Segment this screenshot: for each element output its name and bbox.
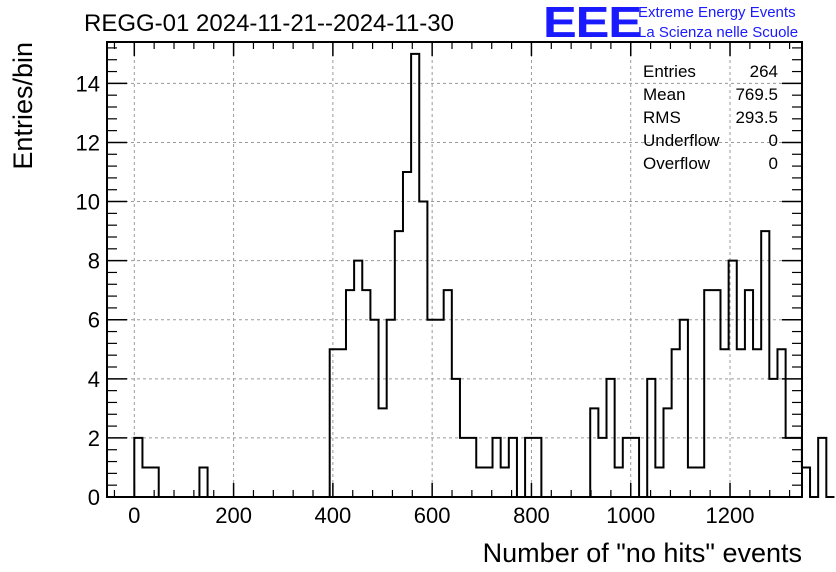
stats-value: 769.5 xyxy=(735,85,778,104)
logo-subtitle-1: Extreme Energy Events xyxy=(638,4,796,21)
stats-value: 0 xyxy=(769,154,778,173)
stats-label: Underflow xyxy=(643,131,720,150)
y-tick-label: 2 xyxy=(88,426,100,451)
x-axis-label: Number of "no hits" events xyxy=(483,538,802,568)
y-tick-label: 12 xyxy=(76,130,100,155)
y-tick-label: 0 xyxy=(88,485,100,510)
stats-label: Mean xyxy=(643,85,686,104)
x-tick-label: 600 xyxy=(414,503,451,528)
stats-value: 293.5 xyxy=(735,108,778,127)
x-tick-label: 200 xyxy=(215,503,252,528)
plot-frame xyxy=(106,41,803,498)
y-tick-label: 8 xyxy=(88,249,100,274)
histogram-outline xyxy=(133,52,835,498)
y-tick-label: 6 xyxy=(88,308,100,333)
x-tick-label: 1000 xyxy=(606,503,655,528)
y-tick-label: 10 xyxy=(76,190,100,215)
y-tick-label: 14 xyxy=(76,71,100,96)
chart-title: REGG-01 2024-11-21--2024-11-30 xyxy=(84,10,454,37)
y-axis-label: Entries/bin xyxy=(8,42,38,170)
stats-label: Overflow xyxy=(643,154,711,173)
stats-value: 0 xyxy=(769,131,778,150)
x-tick-label: 800 xyxy=(513,503,550,528)
eee-logo: EEE xyxy=(543,0,642,47)
stats-label: Entries xyxy=(643,62,696,81)
x-tick-label: 0 xyxy=(128,503,140,528)
x-tick-label: 400 xyxy=(315,503,352,528)
stats-value: 264 xyxy=(750,62,778,81)
y-tick-label: 4 xyxy=(88,367,100,392)
logo-subtitle-2: La Scienza nelle Scuole xyxy=(638,24,799,41)
axis-ticks: 0 200 400 600 800 1000 1200 0 2 4 6 8 10 12 14 xyxy=(76,42,802,528)
stats-label: RMS xyxy=(643,108,681,127)
stats-box: Entries 264 Mean 769.5 RMS 293.5 Underflow 0 Ove… xyxy=(643,62,778,173)
x-tick-label: 1200 xyxy=(706,503,755,528)
grid-lines xyxy=(107,42,802,497)
